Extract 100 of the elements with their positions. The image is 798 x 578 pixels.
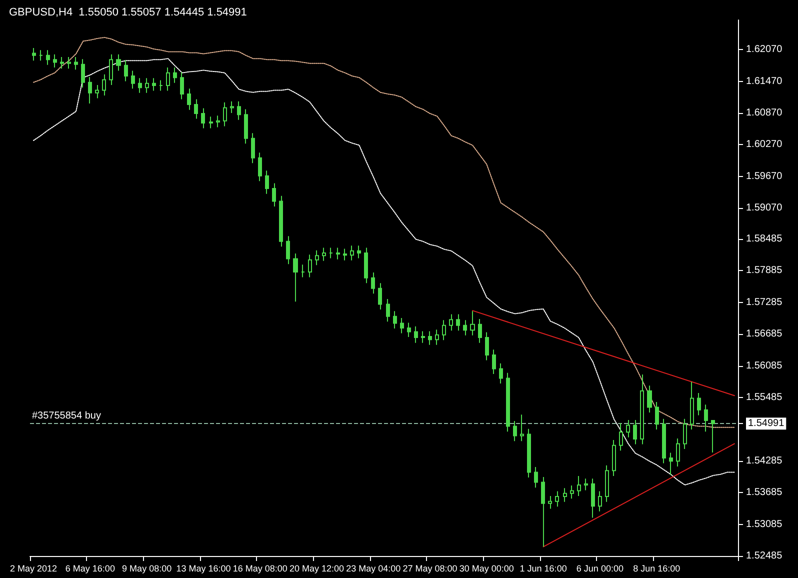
y-tick-label: 1.60870 bbox=[746, 107, 783, 118]
candlestick bbox=[506, 372, 510, 432]
candlestick bbox=[513, 420, 517, 442]
y-tick-label: 1.61470 bbox=[746, 76, 783, 87]
candlestick bbox=[683, 418, 687, 450]
candlestick bbox=[428, 330, 432, 346]
candlestick bbox=[286, 236, 290, 265]
candlestick bbox=[364, 247, 368, 284]
candlestick bbox=[350, 245, 354, 261]
candlestick bbox=[81, 58, 85, 88]
candlestick bbox=[95, 84, 99, 99]
candlestick bbox=[626, 419, 630, 438]
candlestick bbox=[279, 195, 283, 248]
candlestick bbox=[711, 420, 715, 453]
candlestick bbox=[619, 422, 623, 452]
candlestick bbox=[407, 322, 411, 338]
y-tick-label: 1.57285 bbox=[746, 296, 783, 308]
candlestick bbox=[293, 253, 298, 302]
candlestick bbox=[449, 314, 453, 332]
candlestick bbox=[499, 362, 503, 384]
x-tick-label: 6 May 16:00 bbox=[65, 564, 115, 574]
candlestick bbox=[159, 80, 163, 92]
candlestick bbox=[74, 56, 78, 70]
candlestick bbox=[209, 116, 213, 129]
candlestick bbox=[669, 452, 673, 476]
candlestick bbox=[301, 264, 305, 278]
candlestick bbox=[272, 182, 276, 208]
candlestick bbox=[194, 98, 198, 120]
candlestick bbox=[414, 326, 418, 344]
x-tick-label: 8 Jun 16:00 bbox=[633, 564, 680, 574]
candlestick bbox=[53, 54, 57, 68]
x-tick-label: 2 May 2012 bbox=[10, 564, 58, 574]
candlestick bbox=[591, 478, 595, 518]
candlestick bbox=[534, 466, 538, 488]
candlestick bbox=[67, 56, 71, 70]
x-tick-label: 30 May 00:00 bbox=[459, 564, 514, 574]
candlestick bbox=[584, 478, 588, 491]
candlestick bbox=[357, 245, 361, 259]
candlestick bbox=[371, 272, 375, 294]
x-tick-label: 20 May 12:00 bbox=[289, 564, 344, 574]
candlestick bbox=[187, 88, 191, 110]
ref-line-label: #35755854 buy bbox=[32, 410, 101, 422]
candlestick bbox=[633, 419, 637, 445]
candlestick bbox=[116, 54, 121, 72]
candlestick bbox=[46, 50, 50, 66]
y-tick-label: 1.59670 bbox=[746, 170, 783, 182]
candlestick bbox=[527, 428, 531, 478]
candlestick bbox=[308, 254, 312, 278]
y-tick-label: 1.60270 bbox=[746, 139, 783, 150]
candlestick bbox=[570, 484, 574, 500]
candlestick bbox=[124, 60, 128, 82]
candlestick bbox=[60, 56, 64, 70]
y-tick-label: 1.55485 bbox=[746, 392, 783, 403]
candlestick bbox=[548, 496, 552, 510]
candlestick bbox=[102, 74, 106, 96]
candlestick bbox=[386, 298, 390, 322]
y-tick-label: 1.54285 bbox=[746, 455, 783, 466]
y-tick-label: 1.59070 bbox=[746, 202, 783, 214]
candlestick bbox=[216, 115, 220, 128]
candlestick bbox=[555, 490, 559, 508]
candlestick bbox=[492, 349, 496, 374]
candlestick bbox=[109, 54, 113, 86]
candlestick bbox=[541, 476, 545, 548]
y-tick-label: 1.56685 bbox=[746, 328, 783, 340]
candlestick bbox=[520, 414, 524, 442]
candlestick bbox=[378, 282, 382, 310]
candlestick bbox=[563, 488, 567, 502]
candlestick bbox=[647, 385, 652, 414]
candlestick bbox=[640, 374, 644, 445]
candlestick bbox=[435, 329, 439, 346]
y-tick-label: 1.53685 bbox=[746, 487, 783, 498]
x-tick-label: 6 Jun 00:00 bbox=[576, 564, 624, 574]
candlestick bbox=[237, 100, 241, 120]
y-tick-label: 1.52485 bbox=[746, 550, 783, 562]
x-tick-label: 27 May 08:00 bbox=[402, 564, 458, 574]
candlestick bbox=[400, 317, 404, 334]
candlestick bbox=[343, 248, 347, 261]
y-tick-label: 1.62070 bbox=[746, 44, 783, 56]
candlestick bbox=[138, 78, 142, 94]
candlestick bbox=[39, 50, 43, 62]
candlestick bbox=[470, 310, 475, 336]
y-tick-label: 1.56085 bbox=[746, 360, 783, 372]
y-tick-label: 1.54991 bbox=[748, 418, 785, 430]
candlestick bbox=[131, 70, 135, 90]
candlestick bbox=[329, 247, 333, 259]
candlestick bbox=[612, 440, 616, 476]
candlestick bbox=[421, 330, 425, 344]
y-tick-label: 1.53085 bbox=[746, 518, 783, 530]
candlestick bbox=[322, 247, 326, 262]
candlestick bbox=[180, 72, 184, 100]
x-tick-label: 1 Jun 16:00 bbox=[520, 564, 567, 574]
candlestick bbox=[577, 475, 581, 497]
candlestick bbox=[697, 392, 701, 416]
candlestick bbox=[662, 418, 666, 464]
candlestick bbox=[258, 152, 262, 182]
line-series bbox=[33, 58, 735, 486]
candlestick bbox=[32, 48, 36, 62]
candlestick bbox=[88, 76, 92, 104]
candlestick bbox=[201, 108, 205, 129]
candlestick bbox=[456, 314, 460, 332]
